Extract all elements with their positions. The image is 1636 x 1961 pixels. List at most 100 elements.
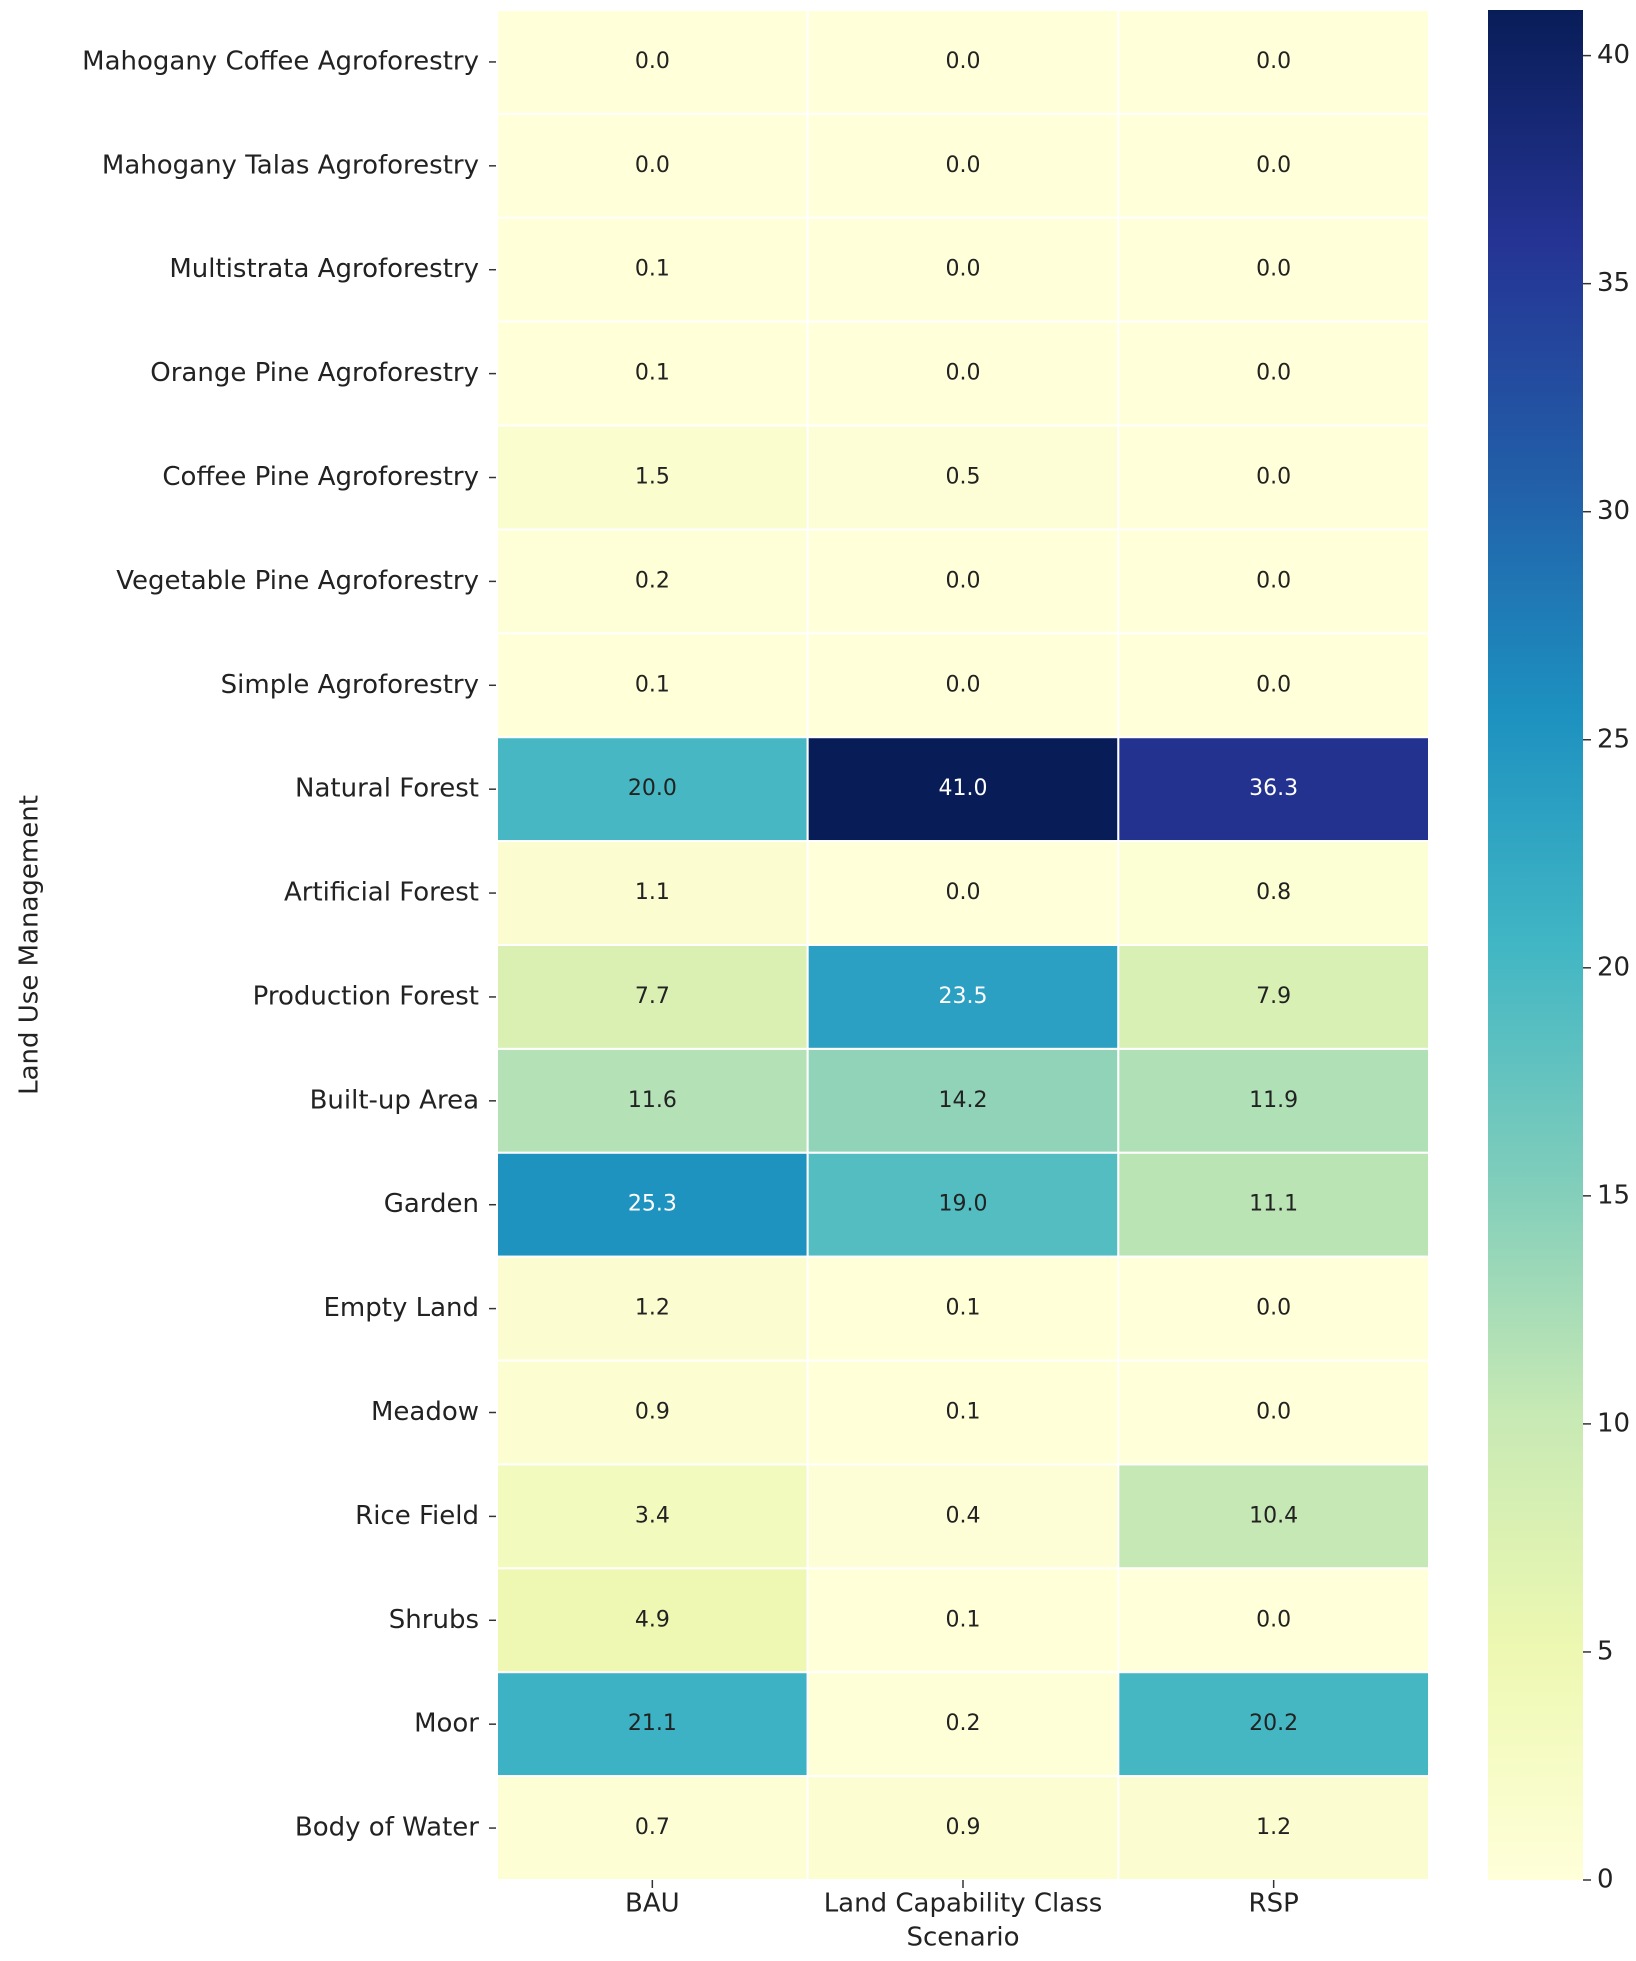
- value-label: 1.2: [1256, 1815, 1291, 1840]
- heatmap-cell: [496, 944, 809, 1050]
- value-label: 1.1: [635, 880, 670, 905]
- value-label: 41.0: [939, 776, 988, 801]
- colorbar-tick-label: 35: [1597, 268, 1630, 298]
- heatmap-cell: [496, 1775, 809, 1881]
- heatmap-cell: [496, 320, 809, 427]
- value-label: 0.9: [946, 1815, 981, 1840]
- value-label: 0.1: [635, 672, 670, 697]
- y-tick-label: Multistrata Agroforestry: [169, 254, 479, 284]
- heatmap-cell: [1117, 112, 1431, 219]
- y-tick-label: Orange Pine Agroforestry: [150, 358, 479, 388]
- value-label: 23.5: [939, 984, 988, 1009]
- y-tick-label: Shrubs: [389, 1605, 479, 1635]
- heatmap-cell: [1117, 632, 1431, 739]
- heatmap-cell: [496, 840, 809, 946]
- value-label: 0.9: [635, 1400, 670, 1425]
- heatmap-cell: [496, 1567, 809, 1674]
- heatmap-cell: [806, 736, 1120, 843]
- colorbar-tick-label: 0: [1597, 1865, 1614, 1895]
- value-label: 3.4: [635, 1503, 670, 1528]
- heatmap-cell: [1117, 1671, 1431, 1778]
- value-label: 20.0: [628, 776, 677, 801]
- heatmap-cell: [806, 1151, 1120, 1258]
- heatmap-cell: [806, 632, 1120, 739]
- value-label: 0.0: [946, 49, 981, 74]
- y-tick-label: Simple Agroforestry: [221, 670, 479, 700]
- value-label: 0.1: [946, 1607, 981, 1632]
- value-label: 0.1: [946, 1296, 981, 1321]
- y-tick-label: Mahogany Coffee Agroforestry: [82, 46, 479, 76]
- heatmap-cell: [806, 320, 1120, 427]
- y-tick-label: Mahogany Talas Agroforestry: [102, 150, 479, 180]
- heatmap-cell: [1117, 1567, 1431, 1674]
- value-label: 0.2: [635, 568, 670, 593]
- heatmap-cell: [806, 1359, 1120, 1466]
- value-label: 0.0: [946, 568, 981, 593]
- colorbar-tick-label: 15: [1597, 1180, 1630, 1210]
- value-label: 4.9: [635, 1607, 670, 1632]
- value-label: 25.3: [628, 1192, 677, 1217]
- colorbar-tick-label: 20: [1597, 952, 1630, 982]
- value-label: 0.0: [1256, 1607, 1291, 1632]
- heatmap-cell: [806, 1567, 1120, 1674]
- colorbar-tick-label: 5: [1597, 1636, 1614, 1666]
- value-label: 11.1: [1249, 1192, 1298, 1217]
- x-tick-label: BAU: [625, 1889, 680, 1919]
- value-label: 0.0: [1256, 1400, 1291, 1425]
- value-label: 0.0: [946, 361, 981, 386]
- y-axis-title: Land Use Management: [15, 795, 45, 1095]
- heatmap-cell: [496, 424, 809, 531]
- value-label: 0.7: [635, 1815, 670, 1840]
- colorbar-tick-label: 40: [1597, 40, 1630, 70]
- heatmap-cell: [806, 840, 1120, 946]
- heatmap-cell: [1117, 1255, 1431, 1362]
- heatmap-cell: [806, 944, 1120, 1050]
- heatmap-cell: [1117, 320, 1431, 427]
- heatmap-cell: [1117, 1775, 1431, 1881]
- value-label: 0.8: [1256, 880, 1291, 905]
- value-label: 0.0: [1256, 49, 1291, 74]
- value-label: 0.0: [635, 153, 670, 178]
- value-label: 0.0: [946, 153, 981, 178]
- value-label: 10.4: [1249, 1503, 1298, 1528]
- heatmap-cell: [1117, 944, 1431, 1050]
- heatmap-cell: [496, 1463, 809, 1570]
- x-axis-title: Scenario: [906, 1923, 1019, 1953]
- value-label: 0.0: [635, 49, 670, 74]
- value-label: 21.1: [628, 1711, 677, 1736]
- value-label: 1.5: [635, 465, 670, 490]
- value-label: 1.2: [635, 1296, 670, 1321]
- heatmap-cell: [806, 216, 1120, 323]
- y-tick-label: Production Forest: [253, 981, 479, 1011]
- heatmap-cell: [496, 112, 809, 219]
- y-tick-label: Built-up Area: [310, 1085, 479, 1115]
- colorbar-tick-label: 30: [1597, 496, 1630, 526]
- value-label: 0.0: [1256, 153, 1291, 178]
- value-label: 0.1: [946, 1400, 981, 1425]
- value-label: 0.0: [946, 880, 981, 905]
- value-label: 0.0: [1256, 465, 1291, 490]
- value-label: 19.0: [939, 1192, 988, 1217]
- value-label: 7.7: [635, 984, 670, 1009]
- heatmap-cell: [496, 1047, 809, 1154]
- heatmap-cell: [806, 1671, 1120, 1778]
- heatmap-cell: [496, 1255, 809, 1362]
- heatmap-cell: [1117, 1151, 1431, 1258]
- colorbar-tick-label: 25: [1597, 724, 1630, 754]
- value-label: 11.9: [1249, 1088, 1298, 1113]
- heatmap-cell: [1117, 840, 1431, 946]
- value-label: 20.2: [1249, 1711, 1298, 1736]
- heatmap-cell: [1117, 1047, 1431, 1154]
- y-tick-label: Body of Water: [295, 1813, 479, 1843]
- value-label: 0.0: [946, 257, 981, 282]
- value-label: 0.0: [1256, 361, 1291, 386]
- value-label: 0.1: [635, 257, 670, 282]
- heatmap-cell: [496, 632, 809, 739]
- heatmap-cell: [1117, 1463, 1431, 1570]
- value-label: 0.0: [1256, 1296, 1291, 1321]
- y-tick-label: Vegetable Pine Agroforestry: [116, 566, 479, 596]
- value-label: 0.2: [946, 1711, 981, 1736]
- y-tick-label: Empty Land: [323, 1293, 479, 1323]
- value-label: 0.5: [946, 465, 981, 490]
- value-label: 36.3: [1249, 776, 1298, 801]
